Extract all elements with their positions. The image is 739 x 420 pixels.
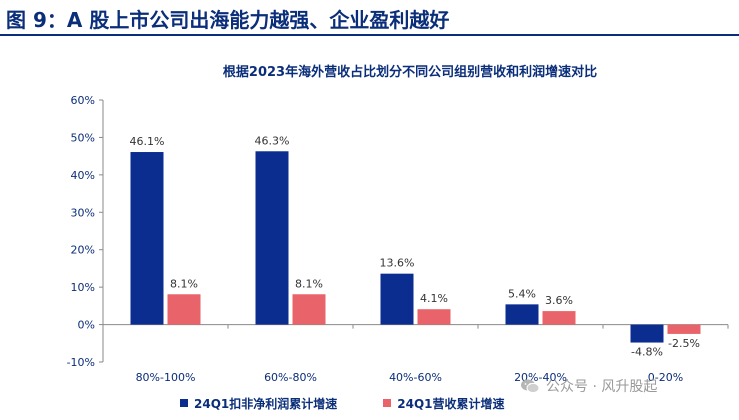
y-tick-label: 20%	[71, 244, 95, 257]
chart-legend: 24Q1扣非净利润累计增速 24Q1营收累计增速	[180, 394, 505, 412]
bar	[130, 152, 164, 325]
legend-swatch-profit	[180, 399, 188, 407]
legend-swatch-revenue	[383, 399, 392, 407]
bar	[542, 311, 576, 325]
y-tick-label: 40%	[71, 169, 95, 182]
data-label: 3.6%	[545, 294, 573, 307]
data-label: -4.8%	[631, 346, 663, 359]
header-rule	[0, 34, 739, 36]
data-label: 8.1%	[295, 277, 323, 290]
y-tick-label: 30%	[71, 206, 95, 219]
bar	[417, 309, 451, 325]
legend-item-revenue: 24Q1营收累计增速	[383, 395, 505, 412]
y-tick-label: 60%	[71, 94, 95, 107]
data-label: 46.1%	[130, 135, 165, 148]
x-tick-label: 0-20%	[648, 371, 683, 384]
data-label: -2.5%	[668, 337, 700, 350]
x-tick-label: 60%-80%	[264, 371, 317, 384]
y-tick-label: 50%	[71, 131, 95, 144]
bar	[630, 324, 664, 343]
y-tick-label: 10%	[71, 281, 95, 294]
watermark: 公众号 · 风升股起	[520, 376, 657, 396]
watermark-text: 公众号 · 风升股起	[546, 379, 658, 395]
x-tick-label: 80%-100%	[136, 371, 196, 384]
bar	[167, 294, 201, 325]
data-label: 13.6%	[380, 257, 415, 270]
bar	[667, 324, 701, 334]
data-label: 4.1%	[420, 292, 448, 305]
bar	[380, 273, 414, 325]
y-tick-label: -10%	[67, 356, 95, 369]
legend-label-profit: 24Q1扣非净利润累计增速	[194, 396, 338, 411]
x-tick-label: 40%-60%	[389, 371, 442, 384]
figure-title: 图 9：A 股上市公司出海能力越强、企业盈利越好	[6, 8, 450, 32]
bar	[505, 304, 539, 325]
bar	[292, 294, 326, 325]
figure-header: 图 9：A 股上市公司出海能力越强、企业盈利越好	[0, 0, 739, 36]
wechat-icon	[521, 379, 540, 394]
bar	[255, 151, 289, 325]
data-label: 8.1%	[170, 277, 198, 290]
data-label: 46.3%	[255, 134, 290, 147]
chart-title: 根据2023年海外营收占比划分不同公司组别营收和利润增速对比	[222, 65, 598, 80]
legend-label-revenue: 24Q1营收累计增速	[397, 396, 505, 411]
legend-item-profit: 24Q1扣非净利润累计增速	[180, 395, 337, 412]
y-tick-label: 0%	[78, 319, 95, 332]
data-label: 5.4%	[508, 287, 536, 300]
